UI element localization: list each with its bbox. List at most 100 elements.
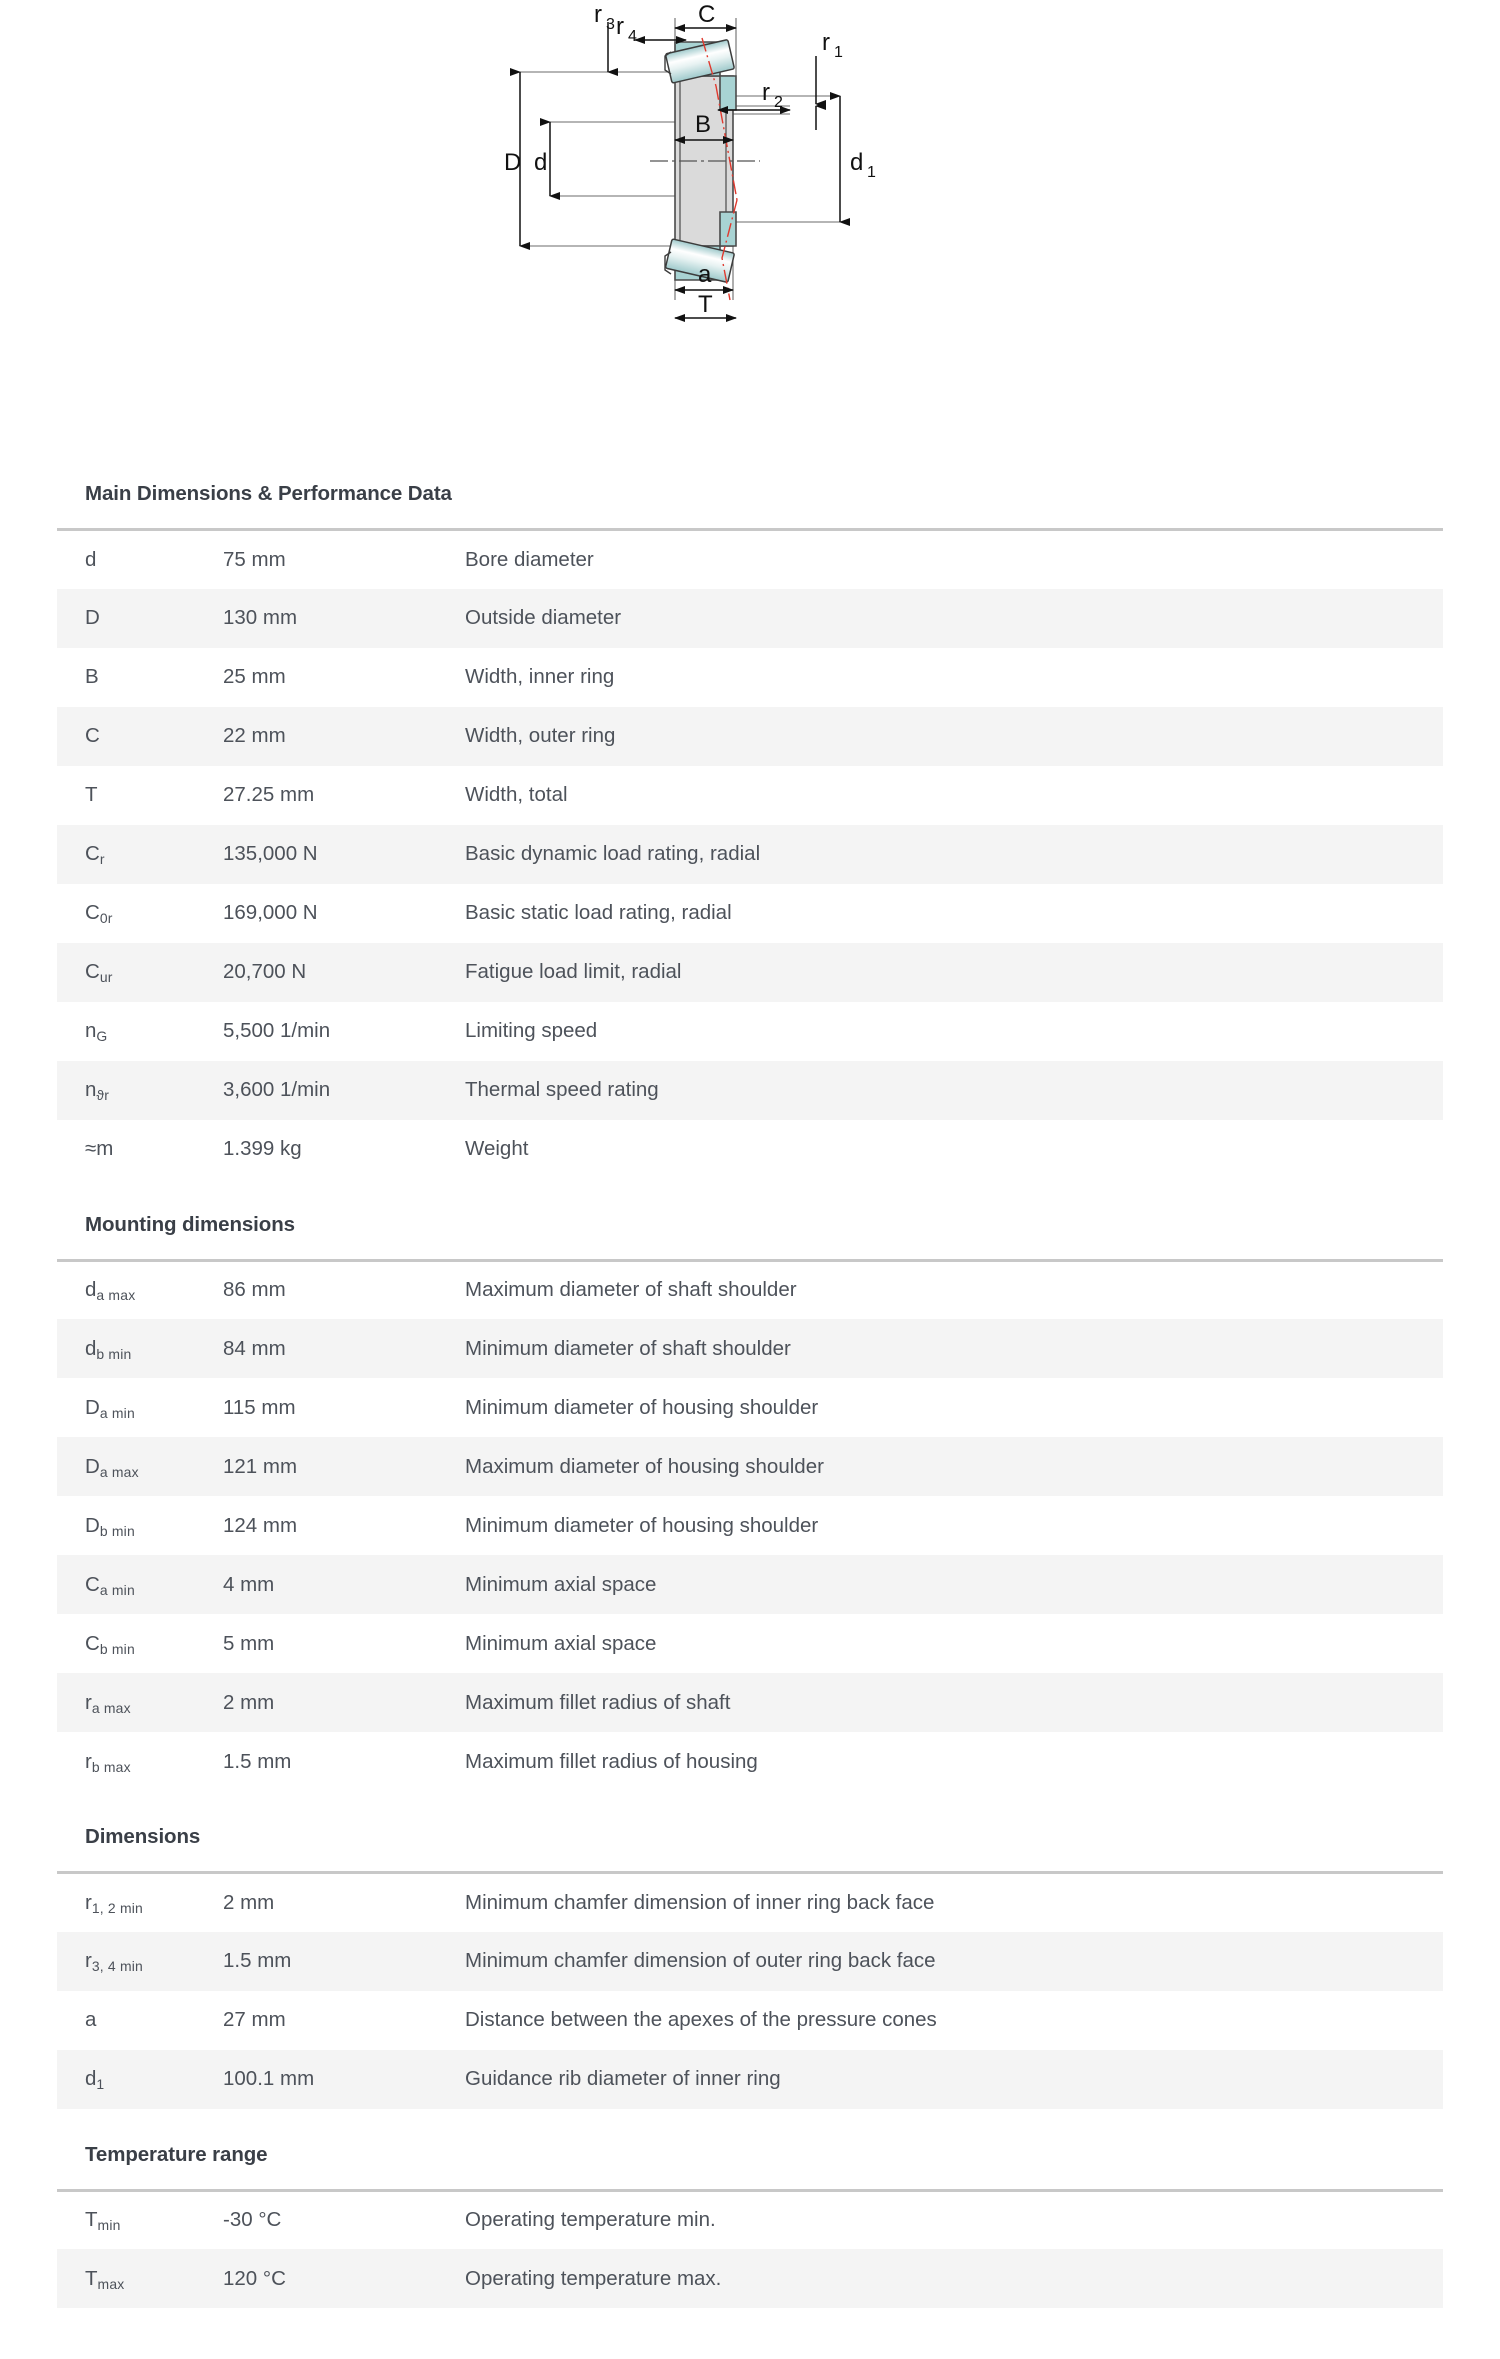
spec-value: 2 mm (223, 1690, 275, 1714)
spec-description: Minimum diameter of shaft shoulder (465, 1336, 791, 1360)
spec-symbol: Ca min (57, 1555, 223, 1614)
symbol-base: T (85, 2266, 98, 2290)
table-row: Ca min 4 mm Minimum axial space (57, 1555, 1443, 1614)
symbol-subscript: a max (96, 1287, 136, 1304)
spec-symbol: Da min (57, 1378, 223, 1437)
spec-section: Dimensions r1, 2 min 2 mm Minimum chamfer d… (0, 1791, 1500, 2109)
spec-value: 135,000 N (223, 842, 318, 865)
symbol-subscript: 1 (96, 2076, 105, 2093)
dimension-arrows (510, 22, 850, 322)
spec-description: Fatigue load limit, radial (465, 960, 682, 983)
symbol-subscript: ϑr (96, 1087, 110, 1104)
table-row: nϑr 3,600 1/min Thermal speed rating (57, 1060, 1443, 1120)
table-row: Tmax 120 °C Operating temperature max. (57, 2249, 1443, 2308)
section-title: Temperature range (85, 2142, 268, 2166)
spec-description: Maximum fillet radius of shaft (465, 1690, 731, 1714)
symbol-base: C (85, 724, 100, 747)
spec-description: Basic static load rating, radial (465, 901, 732, 924)
symbol-subscript: 3, 4 min (91, 1958, 144, 1975)
spec-description: Guidance rib diameter of inner ring (465, 2067, 781, 2090)
table-row: Tmin -30 °C Operating temperature min. (57, 2190, 1443, 2249)
spec-value: 121 mm (223, 1454, 298, 1478)
section-title-wrap: Mounting dimensions (0, 1179, 1500, 1259)
label-a: a (698, 261, 712, 288)
symbol-subscript: r (99, 851, 105, 868)
spec-symbol: Db min (57, 1496, 223, 1555)
spec-description: Maximum diameter of housing shoulder (465, 1454, 824, 1478)
table-row: Cur 20,700 N Fatigue load limit, radial (57, 942, 1443, 1002)
symbol-base: T (85, 783, 98, 806)
spec-description: Width, total (465, 783, 568, 806)
spec-description: Outside diameter (465, 606, 622, 629)
spec-description: Width, inner ring (465, 665, 615, 688)
spec-value: 115 mm (223, 1395, 296, 1419)
label-r4-sub: 4 (628, 28, 637, 45)
spec-description: Maximum fillet radius of housing (465, 1749, 758, 1773)
label-r2-base: r (762, 79, 770, 106)
spec-description: Minimum diameter of housing shoulder (465, 1395, 819, 1419)
outer-ring-bottom-flange (719, 211, 737, 247)
table-row: rb max 1.5 mm Maximum fillet radius of hou… (57, 1732, 1443, 1791)
symbol-base: C (85, 1572, 100, 1596)
spec-description: Bore diameter (465, 547, 594, 571)
spec-symbol: a (57, 1991, 223, 2050)
spec-value: 130 mm (223, 606, 298, 629)
symbol-base: C (85, 842, 100, 865)
spec-symbol: B (57, 648, 223, 707)
dimension-labels: D d d 1 B C T a r 1 r 2 r 3 r 4 (504, 1, 876, 318)
label-r2-sub: 2 (774, 94, 783, 111)
spec-description: Minimum axial space (465, 1572, 657, 1596)
spec-symbol: db min (57, 1319, 223, 1378)
spec-symbol: D (57, 589, 223, 648)
table-row: T 27.25 mm Width, total (57, 765, 1443, 825)
spec-section: Main Dimensions & Performance Data d 75 mm… (0, 448, 1500, 1179)
spec-description: Thermal speed rating (465, 1078, 659, 1101)
spec-value: 3,600 1/min (223, 1078, 331, 1101)
label-r3-sub: 3 (606, 16, 615, 33)
spec-symbol: r3, 4 min (57, 1932, 223, 1991)
spec-symbol: Cb min (57, 1614, 223, 1673)
spec-symbol: ≈m (57, 1120, 223, 1179)
spec-value: 25 mm (223, 665, 286, 688)
table-row: D 130 mm Outside diameter (57, 588, 1443, 648)
spec-description: Weight (465, 1137, 529, 1160)
label-r1-sub: 1 (834, 44, 843, 61)
label-B: B (695, 111, 711, 138)
label-d1-base: d (850, 149, 863, 176)
section-title: Dimensions (85, 1825, 201, 1848)
spec-value: 100.1 mm (223, 2067, 315, 2090)
symbol-base: C (85, 960, 100, 983)
bearing-body (664, 39, 737, 283)
spec-symbol: Da max (57, 1437, 223, 1496)
table-row: d 75 mm Bore diameter (57, 529, 1443, 589)
spec-symbol: T (57, 766, 223, 825)
symbol-base: D (85, 1395, 100, 1419)
spec-symbol: r1, 2 min (57, 1873, 223, 1932)
label-r3-base: r (594, 1, 602, 28)
outer-ring-top-flange (719, 75, 737, 111)
symbol-base: D (85, 606, 100, 629)
label-d: d (534, 149, 547, 176)
symbol-base: d (85, 547, 97, 571)
spec-value: 75 mm (223, 547, 286, 571)
spec-symbol: ra max (57, 1673, 223, 1732)
label-r4-base: r (616, 13, 624, 40)
symbol-subscript: a max (99, 1463, 139, 1480)
spec-value: 5 mm (223, 1631, 275, 1655)
spec-description: Minimum chamfer dimension of outer ring … (465, 1949, 936, 1972)
symbol-subscript: a min (99, 1581, 135, 1598)
spec-table: da max 86 mm Maximum diameter of shaft sho… (57, 1258, 1443, 1791)
spec-value: -30 °C (223, 2208, 282, 2232)
symbol-subscript: b min (99, 1640, 135, 1657)
section-title-wrap: Temperature range (0, 2109, 1500, 2189)
table-row: Db min 124 mm Minimum diameter of housing … (57, 1496, 1443, 1555)
spec-symbol: C (57, 707, 223, 766)
symbol-subscript: a max (91, 1699, 131, 1716)
tapered-roller-bearing-diagram: D d d 1 B C T a r 1 r 2 r 3 r 4 (504, 1, 876, 322)
symbol-subscript: G (96, 1028, 108, 1045)
symbol-base: r (85, 1749, 92, 1773)
symbol-base: r (85, 1890, 92, 1914)
symbol-subscript: a min (99, 1404, 135, 1421)
symbol-base: C (85, 1631, 100, 1655)
table-row: C0r 169,000 N Basic static load rating, ra… (57, 883, 1443, 943)
